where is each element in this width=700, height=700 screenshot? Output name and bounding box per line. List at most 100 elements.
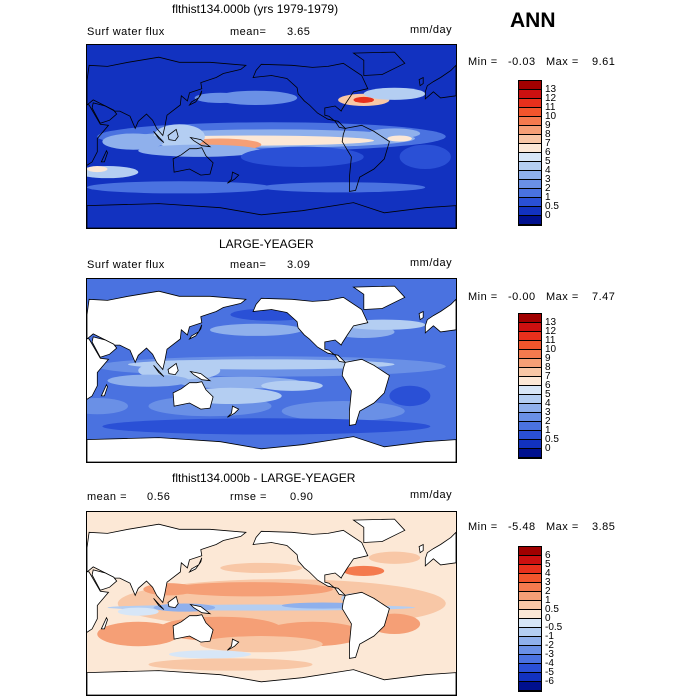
- colorbar-tick-label: 2: [545, 416, 551, 427]
- min-label: Min =: [468, 291, 498, 303]
- mean-label: mean=: [230, 259, 267, 271]
- colorbar-tick-label: 1: [545, 425, 551, 436]
- contour-region: [399, 144, 451, 170]
- colorbar-tick-label: -3: [545, 649, 554, 660]
- contour-region: [261, 182, 426, 193]
- contour-region: [220, 562, 303, 573]
- coastline: [87, 202, 456, 228]
- colorbar-swatch: [519, 359, 541, 368]
- coastline: [91, 336, 118, 358]
- colorbar-swatch: [519, 314, 541, 323]
- colorbar-tick-label: 0.5: [545, 434, 559, 445]
- map-diff: [86, 511, 457, 696]
- colorbar-tick-label: 3: [545, 577, 551, 588]
- contour-region: [389, 385, 431, 407]
- colorbar-swatch: [519, 117, 541, 126]
- colorbar-swatch: [519, 449, 541, 458]
- coastline: [87, 290, 247, 371]
- coastline: [424, 531, 456, 567]
- colorbar-tick-label: 7: [545, 138, 551, 149]
- coastline: [87, 104, 110, 166]
- contour-region: [107, 374, 190, 387]
- contour-region: [281, 401, 405, 422]
- coastline: [153, 365, 165, 377]
- coastline: [227, 171, 240, 184]
- colorbar-tick-label: -4: [545, 658, 554, 669]
- contour-region: [102, 418, 431, 435]
- coastline: [87, 669, 456, 695]
- colorbar-swatch: [519, 682, 541, 691]
- panel-title: flthist134.000b (yrs 1979-1979): [172, 2, 339, 16]
- colorbar-tick-label: -1: [545, 631, 554, 642]
- colorbar-swatch: [519, 135, 541, 144]
- contour-region: [210, 323, 303, 336]
- coastline: [252, 296, 369, 363]
- coastline: [87, 571, 110, 633]
- colorbar-swatch: [519, 341, 541, 350]
- colorbar-swatch: [519, 592, 541, 601]
- colorbar-swatch: [519, 377, 541, 386]
- colorbar-tick-label: 6: [545, 147, 551, 158]
- coastline: [352, 285, 406, 310]
- colorbar-swatch: [519, 574, 541, 583]
- colorbar-tick-label: 11: [545, 335, 556, 346]
- contour-region: [363, 87, 426, 100]
- contour-region: [387, 135, 412, 142]
- coastline: [341, 591, 390, 659]
- contour-region: [194, 92, 246, 103]
- colorbar-swatch: [519, 332, 541, 341]
- units-label: mm/day: [410, 257, 453, 269]
- colorbar-tick-label: 10: [545, 111, 557, 122]
- colorbar-tick-label: -0.5: [545, 622, 563, 633]
- colorbar-swatch: [519, 404, 541, 413]
- coastline: [87, 523, 247, 604]
- colorbar-swatch: [519, 108, 541, 117]
- colorbar-tick-label: 0: [545, 210, 551, 221]
- colorbar-swatch: [519, 81, 541, 90]
- contour-region: [169, 582, 333, 597]
- map-model: [86, 44, 457, 229]
- colorbar-swatch: [519, 216, 541, 225]
- contour-region: [343, 565, 385, 577]
- colorbar-tick-label: 11: [545, 102, 556, 113]
- contour-region: [148, 658, 313, 671]
- colorbar-tick-label: -6: [545, 676, 554, 687]
- contour-region: [169, 650, 251, 659]
- colorbar-swatch: [519, 350, 541, 359]
- colorbar-swatch: [519, 610, 541, 619]
- contour-region: [153, 124, 205, 149]
- colorbar-tick-label: 0: [545, 613, 551, 624]
- coastline: [424, 298, 456, 334]
- units-label: mm/day: [410, 24, 453, 36]
- colorbar-swatch: [519, 547, 541, 556]
- colorbar-swatch: [519, 413, 541, 422]
- coastline: [418, 543, 424, 554]
- max-label: Max =: [546, 56, 579, 68]
- coastline: [188, 324, 203, 341]
- colorbar-swatch: [519, 601, 541, 610]
- colorbar-tick-label: 1: [545, 595, 551, 606]
- colorbar-tick-label: 4: [545, 165, 551, 176]
- colorbar-swatch: [519, 565, 541, 574]
- rmse-value: 0.90: [290, 491, 314, 503]
- coastline: [153, 131, 165, 143]
- colorbar-swatch: [519, 619, 541, 628]
- colorbar-tick-label: 1: [545, 192, 551, 203]
- coastline: [167, 595, 179, 609]
- colorbar-tick-label: 5: [545, 559, 551, 570]
- mean-value: 3.09: [287, 259, 311, 271]
- coastline: [87, 338, 110, 400]
- colorbar-tick-label: 12: [545, 93, 557, 104]
- coastline: [341, 358, 390, 426]
- contour-region: [117, 607, 159, 616]
- colorbar-tick-label: 6: [545, 380, 551, 391]
- coastline: [87, 56, 247, 137]
- colorbar-swatch: [519, 171, 541, 180]
- colorbar-tick-label: 10: [545, 344, 557, 355]
- colorbar-tick-label: 13: [545, 317, 557, 328]
- contour-region: [353, 96, 374, 103]
- colorbar-tick-label: 6: [545, 550, 551, 561]
- map-canvas: [87, 512, 456, 695]
- contour-region: [87, 397, 128, 415]
- colorbar-tick-label: 2: [545, 586, 551, 597]
